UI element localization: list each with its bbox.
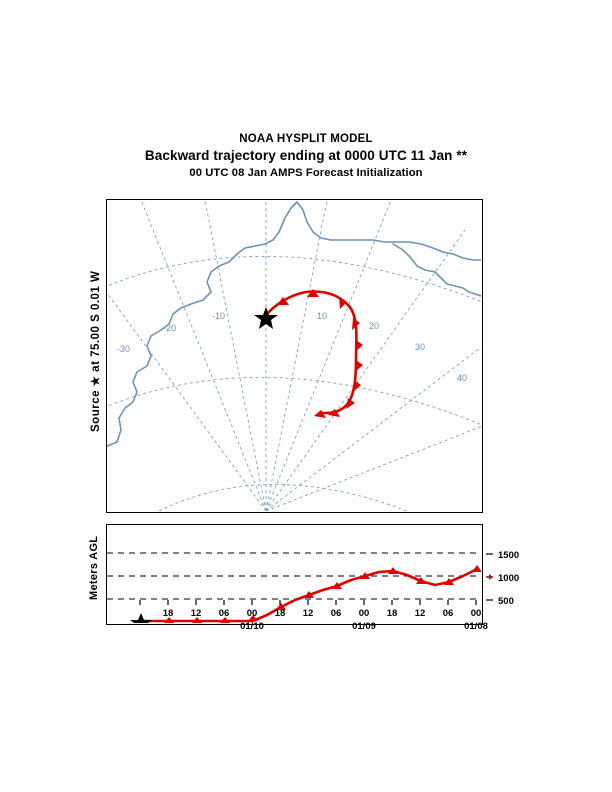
xtick-5: 12 <box>303 608 314 619</box>
latitude-gridlines <box>107 255 481 511</box>
time-tick-labels: 18 12 06 00 18 12 06 00 18 12 06 00 <box>163 608 482 619</box>
longitude-tick-labels: -30 -20 -10 10 20 30 40 50 <box>117 311 467 383</box>
height-axis-labels: 1500 1000 500 <box>484 524 544 625</box>
lon-label--30: -30 <box>117 344 130 354</box>
xtick-3: 00 <box>247 608 258 619</box>
plot-title-block: NOAA HYSPLIT MODEL Backward trajectory e… <box>0 132 612 181</box>
height-gridlines <box>107 552 481 600</box>
xtick-4: 18 <box>275 608 286 619</box>
lon-label-30: 30 <box>415 342 425 352</box>
lon-label--10: -10 <box>212 311 225 321</box>
trajectory-title: Backward trajectory ending at 0000 UTC 1… <box>144 148 468 163</box>
height-panel <box>106 524 483 625</box>
profile-end-arrow-icon <box>489 574 493 580</box>
xtick-1: 12 <box>191 608 202 619</box>
map-trajectory-path <box>264 290 358 415</box>
model-title: NOAA HYSPLIT MODEL <box>239 133 373 145</box>
xtick-2: 06 <box>219 608 230 619</box>
time-date-labels: 01/10 01/09 01/08 <box>240 621 488 632</box>
height-source-star <box>130 613 152 623</box>
date-label-0: 01/10 <box>240 621 264 632</box>
date-label-1: 01/09 <box>352 621 376 632</box>
time-tick-marks <box>139 600 477 605</box>
height-svg <box>107 552 481 623</box>
xtick-8: 18 <box>387 608 398 619</box>
time-axis: 18 12 06 00 18 12 06 00 18 12 06 00 01/1… <box>106 600 496 640</box>
map-svg: -30 -20 -10 10 20 30 40 50 <box>107 200 481 511</box>
initialization-subtitle: 00 UTC 08 Jan AMPS Forecast Initializati… <box>189 167 423 179</box>
xtick-6: 06 <box>331 608 342 619</box>
lon-label-10: 10 <box>317 311 327 321</box>
ytick-1000: 1000 <box>498 573 519 584</box>
lon-label--20: -20 <box>163 323 176 333</box>
xtick-11: 00 <box>471 608 482 619</box>
lon-label-20: 20 <box>369 321 379 331</box>
xtick-7: 00 <box>359 608 370 619</box>
map-source-star <box>254 307 278 329</box>
xtick-0: 18 <box>163 608 174 619</box>
coastline <box>107 201 481 448</box>
longitude-gridlines <box>107 200 481 511</box>
meters-agl-axis-label: Meters AGL <box>88 535 100 600</box>
ytick-500: 500 <box>498 596 514 607</box>
xtick-9: 12 <box>415 608 426 619</box>
map-panel: -30 -20 -10 10 20 30 40 50 <box>106 199 483 513</box>
height-profile-markers <box>164 565 481 623</box>
date-label-2: 01/08 <box>464 621 488 632</box>
ytick-1500: 1500 <box>498 550 519 561</box>
map-trajectory-markers <box>277 289 363 418</box>
source-axis-label: Source ★ at 75.00 S 0.01 W <box>90 270 102 432</box>
xtick-10: 06 <box>443 608 454 619</box>
lon-label-40: 40 <box>457 373 467 383</box>
